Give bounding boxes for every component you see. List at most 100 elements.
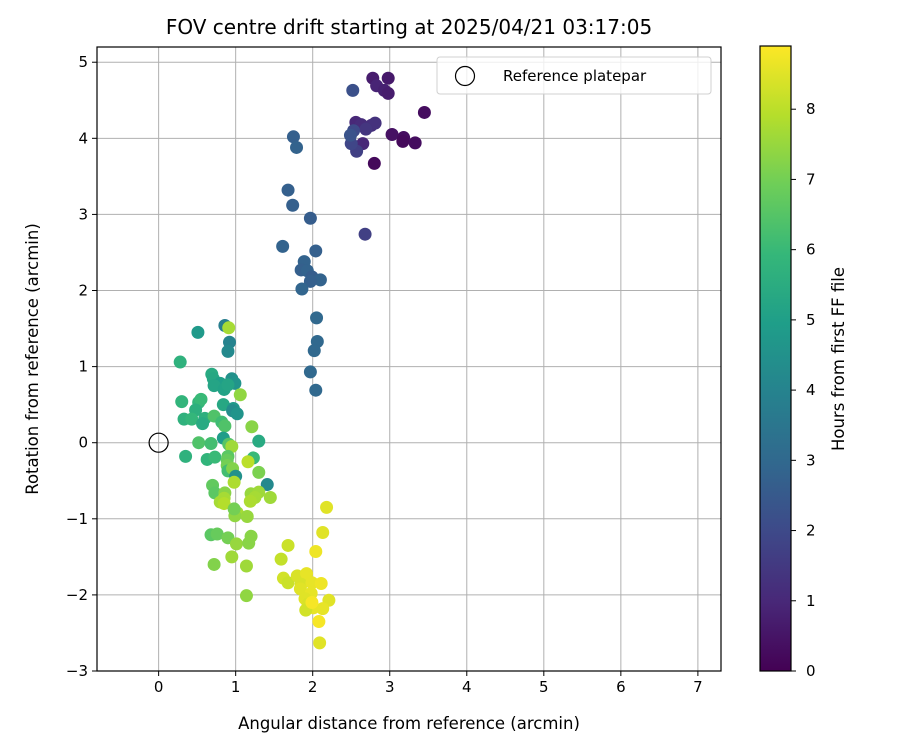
data-point xyxy=(175,395,189,409)
y-tick-label: 1 xyxy=(78,358,88,376)
data-point xyxy=(346,83,360,97)
data-point xyxy=(309,545,323,559)
chart-title: FOV centre drift starting at 2025/04/21 … xyxy=(166,15,652,39)
data-point xyxy=(239,559,253,573)
x-tick-label: 2 xyxy=(308,678,318,696)
data-point xyxy=(210,527,224,541)
data-point xyxy=(368,116,382,130)
data-point xyxy=(316,602,330,616)
data-point xyxy=(242,536,256,550)
data-point xyxy=(408,136,422,150)
data-point xyxy=(303,211,317,225)
data-point xyxy=(310,311,324,325)
data-point xyxy=(303,274,317,288)
data-point xyxy=(225,550,239,564)
data-point xyxy=(303,365,317,379)
colorbar-tick-label: 4 xyxy=(806,381,816,399)
data-point xyxy=(281,183,295,197)
plot-frame xyxy=(96,46,722,672)
x-tick-label: 0 xyxy=(154,678,164,696)
colorbar-tick-label: 0 xyxy=(806,662,816,680)
legend-label: Reference platepar xyxy=(503,67,647,85)
data-point xyxy=(312,615,326,629)
data-point xyxy=(229,537,243,551)
x-tick-label: 5 xyxy=(539,678,549,696)
y-axis-ticks: −3 −2 −1 0 1 2 3 4 5 xyxy=(66,53,97,680)
data-point xyxy=(252,434,266,448)
data-point xyxy=(293,582,307,596)
y-tick-label: −2 xyxy=(66,586,88,604)
colorbar-ticks: 0 1 2 3 4 5 6 7 8 xyxy=(791,100,816,680)
data-point xyxy=(316,526,330,540)
colorbar-tick-label: 1 xyxy=(806,592,816,610)
data-point xyxy=(313,636,327,650)
data-point xyxy=(290,140,304,154)
data-point xyxy=(309,383,323,397)
data-point xyxy=(207,557,221,571)
data-point xyxy=(305,596,319,610)
reference-platepar-marker xyxy=(148,432,169,453)
data-point xyxy=(358,227,372,241)
y-tick-label: −1 xyxy=(66,510,88,528)
data-point xyxy=(274,552,288,566)
data-point xyxy=(307,344,321,358)
colorbar-tick-label: 2 xyxy=(806,522,816,540)
data-point xyxy=(260,478,274,492)
data-point xyxy=(221,344,235,358)
legend-marker-icon xyxy=(454,65,476,87)
data-point xyxy=(196,417,210,431)
data-point xyxy=(227,475,241,489)
data-point xyxy=(286,198,300,212)
colorbar-tick-label: 5 xyxy=(806,311,816,329)
data-point xyxy=(295,282,309,296)
data-point xyxy=(381,71,395,85)
data-point xyxy=(207,379,221,393)
y-tick-label: 0 xyxy=(78,434,88,452)
x-axis-label: Angular distance from reference (arcmin) xyxy=(238,714,580,733)
data-point xyxy=(208,450,222,464)
y-tick-label: 2 xyxy=(78,282,88,300)
data-point xyxy=(192,436,206,450)
data-point xyxy=(381,86,395,100)
y-tick-label: 4 xyxy=(78,129,88,147)
data-point xyxy=(185,412,199,426)
data-point xyxy=(230,407,244,421)
data-point xyxy=(359,122,373,136)
y-axis-label: Rotation from reference (arcmin) xyxy=(23,223,42,495)
x-tick-label: 3 xyxy=(385,678,395,696)
data-point xyxy=(243,494,257,508)
legend-box xyxy=(436,56,712,95)
data-point xyxy=(367,156,381,170)
data-point xyxy=(281,538,295,552)
data-point xyxy=(245,420,259,434)
data-point xyxy=(252,465,266,479)
data-point xyxy=(222,321,236,335)
data-point xyxy=(191,325,205,339)
data-point xyxy=(385,128,399,142)
data-point xyxy=(276,239,290,253)
data-point xyxy=(263,490,277,504)
data-point xyxy=(320,500,334,514)
y-tick-label: 5 xyxy=(78,53,88,71)
data-point xyxy=(286,130,300,144)
y-tick-label: −3 xyxy=(66,662,88,680)
colorbar-tick-label: 8 xyxy=(806,100,816,118)
data-point xyxy=(204,436,218,450)
data-point xyxy=(396,134,410,148)
data-point xyxy=(343,128,357,142)
colorbar-tick-label: 7 xyxy=(806,170,816,188)
data-point xyxy=(241,455,255,469)
data-point xyxy=(179,449,193,463)
data-point xyxy=(227,502,241,516)
colorbar-gradient xyxy=(759,45,792,672)
legend: Reference platepar xyxy=(436,56,712,95)
colorbar: 0 1 2 3 4 5 6 7 8 Hours from first FF file xyxy=(759,45,848,680)
data-points xyxy=(173,71,431,650)
data-point xyxy=(216,398,230,412)
data-point xyxy=(314,576,328,590)
data-point xyxy=(173,355,187,369)
colorbar-label: Hours from first FF file xyxy=(829,267,848,451)
data-point xyxy=(233,388,247,402)
data-point xyxy=(218,419,232,433)
data-point xyxy=(240,510,254,524)
